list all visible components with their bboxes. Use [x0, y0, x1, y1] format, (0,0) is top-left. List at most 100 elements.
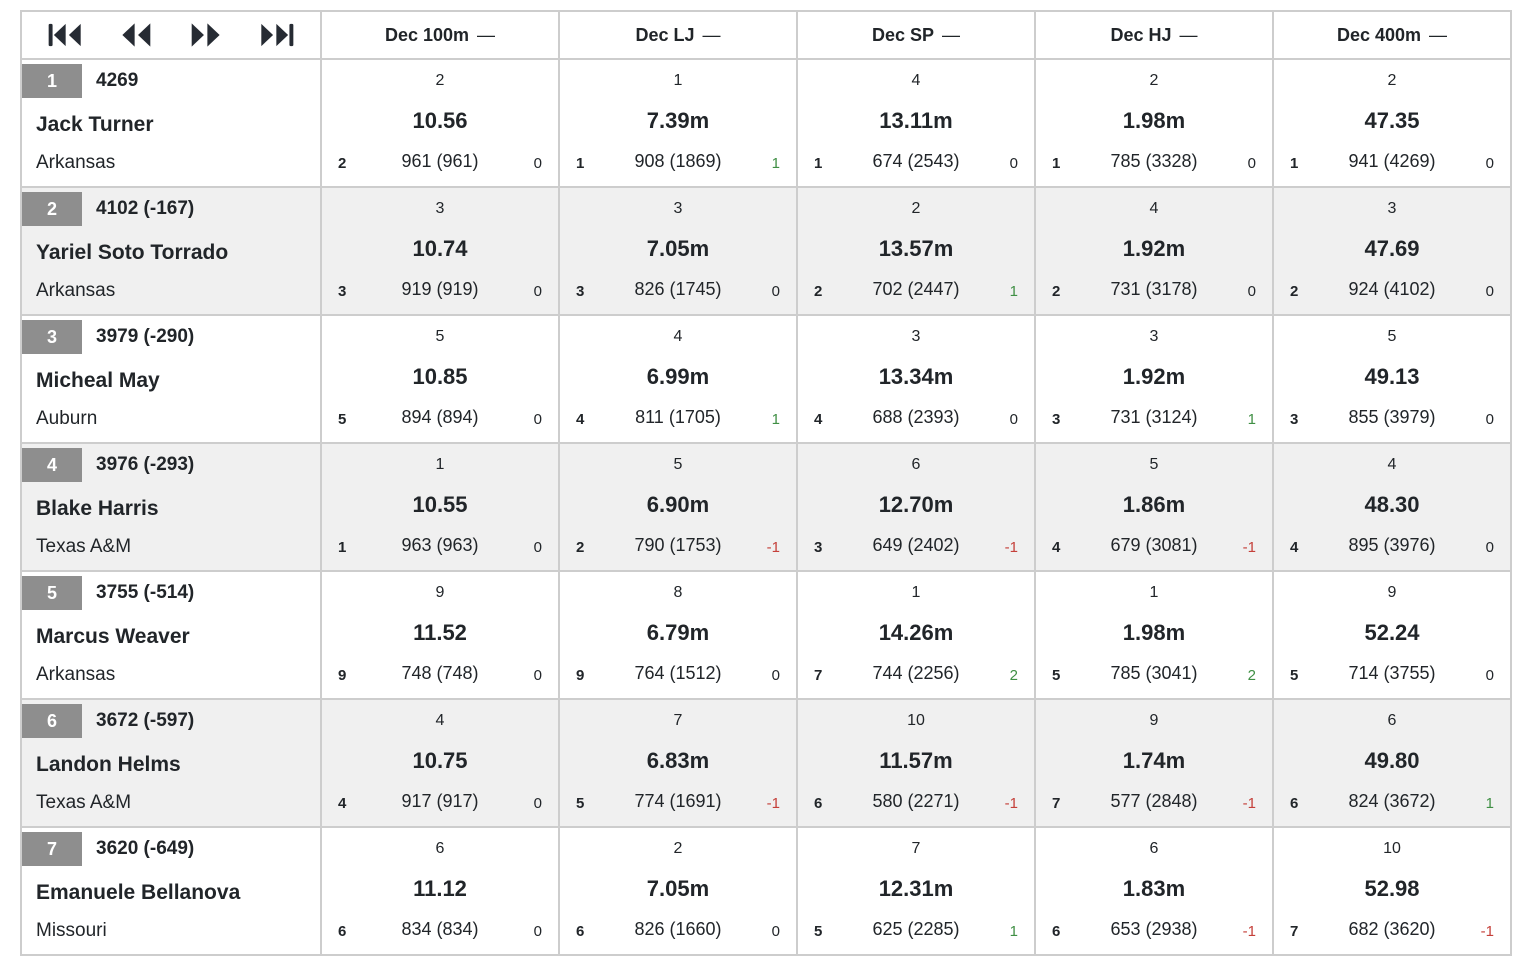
event-place: 7: [673, 712, 683, 729]
event-result-cell: 6 12.70m 3 649 (2402) -1: [796, 442, 1036, 572]
event-place: 3: [911, 328, 921, 345]
athlete-cell: 5 3755 (-514) Marcus Weaver Arkansas: [20, 570, 322, 700]
event-result-cell: 5 10.85 5 894 (894) 0: [320, 314, 560, 444]
event-delta: 0: [1485, 667, 1494, 684]
event-mark: 6.99m: [646, 363, 710, 389]
last-page-button[interactable]: [258, 20, 296, 50]
event-result-cell: 6 1.83m 6 653 (2938) -1: [1034, 826, 1274, 956]
event-mark: 10.85: [412, 363, 468, 389]
event-delta: 1: [771, 155, 780, 172]
event-points-line: 4 679 (3081) -1: [1052, 535, 1256, 556]
event-mark: 10.55: [412, 491, 468, 517]
skip-last-icon: [260, 22, 294, 48]
event-order: 2: [576, 539, 585, 556]
event-place: 4: [911, 72, 921, 89]
event-order: 2: [338, 155, 347, 172]
athlete-cell: 6 3672 (-597) Landon Helms Texas A&M: [20, 698, 322, 828]
skip-first-icon: [48, 22, 82, 48]
event-place: 6: [1149, 840, 1159, 857]
event-result-cell: 3 13.34m 4 688 (2393) 0: [796, 314, 1036, 444]
event-points-line: 6 824 (3672) 1: [1290, 791, 1494, 812]
event-result-cell: 10 52.98 7 682 (3620) -1: [1272, 826, 1512, 956]
total-score: 3976 (-293): [96, 454, 195, 475]
event-result-cell: 5 49.13 3 855 (3979) 0: [1272, 314, 1512, 444]
event-delta: 1: [1485, 795, 1494, 812]
event-points: 924 (4102): [1348, 279, 1436, 299]
event-result-cell: 6 49.80 6 824 (3672) 1: [1272, 698, 1512, 828]
first-page-button[interactable]: [46, 20, 84, 50]
event-order: 7: [814, 667, 823, 684]
column-header-dec-100m[interactable]: Dec 100m —: [320, 10, 560, 60]
athlete-team: Texas A&M: [36, 792, 132, 813]
event-order: 5: [1290, 667, 1299, 684]
event-delta: 1: [1247, 411, 1256, 428]
event-order: 6: [1290, 795, 1299, 812]
athlete-cell: 1 4269 Jack Turner Arkansas: [20, 58, 322, 188]
event-order: 1: [576, 155, 585, 172]
event-result-cell: 9 1.74m 7 577 (2848) -1: [1034, 698, 1274, 828]
event-mark: 11.57m: [879, 747, 953, 773]
event-points: 679 (3081): [1110, 535, 1198, 555]
event-mark: 1.92m: [1122, 235, 1186, 261]
event-delta: 0: [1485, 155, 1494, 172]
rank-score-line: 6 3672 (-597): [22, 704, 320, 738]
column-label: Dec 100m: [384, 24, 470, 45]
event-points: 811 (1705): [635, 407, 721, 427]
event-order: 7: [1052, 795, 1061, 812]
column-header-dec-sp[interactable]: Dec SP —: [796, 10, 1036, 60]
event-points-line: 5 774 (1691) -1: [576, 791, 780, 812]
event-place: 1: [911, 584, 921, 601]
event-result-cell: 1 7.39m 1 908 (1869) 1: [558, 58, 798, 188]
event-points: 674 (2543): [872, 151, 960, 171]
event-result-cell: 1 10.55 1 963 (963) 0: [320, 442, 560, 572]
event-mark: 12.70m: [878, 491, 954, 517]
event-place: 10: [1383, 840, 1401, 857]
event-points: 834 (834): [401, 919, 479, 939]
athlete-cell: 7 3620 (-649) Emanuele Bellanova Missour…: [20, 826, 322, 956]
event-delta: 0: [1485, 411, 1494, 428]
event-points: 908 (1869): [634, 151, 722, 171]
event-points: 919 (919): [401, 279, 479, 299]
rank-badge: 4: [22, 448, 82, 482]
event-order: 4: [338, 795, 347, 812]
athlete-team: Auburn: [36, 408, 98, 429]
event-place: 2: [1149, 72, 1159, 89]
event-result-cell: 3 1.92m 3 731 (3124) 1: [1034, 314, 1274, 444]
event-mark: 10.74: [412, 235, 468, 261]
athlete-cell: 3 3979 (-290) Micheal May Auburn: [20, 314, 322, 444]
event-mark: 47.35: [1364, 107, 1420, 133]
event-delta: 0: [771, 923, 780, 940]
event-points: 653 (2938): [1110, 919, 1198, 939]
event-result-cell: 7 12.31m 5 625 (2285) 1: [796, 826, 1036, 956]
total-score: 3672 (-597): [96, 710, 195, 731]
event-points: 688 (2393): [872, 407, 960, 427]
column-menu-dash: —: [1429, 24, 1448, 45]
event-points: 625 (2285): [872, 919, 960, 939]
event-points-line: 4 688 (2393) 0: [814, 407, 1018, 428]
column-label: Dec HJ: [1110, 24, 1172, 45]
event-mark: 11.52: [413, 619, 467, 645]
event-delta: 0: [533, 155, 542, 172]
event-mark: 52.24: [1364, 619, 1420, 645]
event-mark: 1.92m: [1122, 363, 1186, 389]
event-delta: 0: [1485, 539, 1494, 556]
event-points: 682 (3620): [1348, 919, 1436, 939]
pagination-controls: [22, 20, 320, 50]
event-points-line: 2 702 (2447) 1: [814, 279, 1018, 300]
athlete-row: 4 3976 (-293) Blake Harris Texas A&M 1 1…: [20, 442, 1512, 572]
column-header-dec-400m[interactable]: Dec 400m —: [1272, 10, 1512, 60]
column-header-dec-hj[interactable]: Dec HJ —: [1034, 10, 1274, 60]
event-result-cell: 4 10.75 4 917 (917) 0: [320, 698, 560, 828]
rank-score-line: 3 3979 (-290): [22, 320, 320, 354]
event-order: 5: [338, 411, 347, 428]
athlete-row: 5 3755 (-514) Marcus Weaver Arkansas 9 1…: [20, 570, 1512, 700]
event-points-line: 2 924 (4102) 0: [1290, 279, 1494, 300]
previous-page-button[interactable]: [119, 20, 153, 50]
event-mark: 13.34m: [878, 363, 954, 389]
athlete-team: Texas A&M: [36, 536, 132, 557]
event-points: 855 (3979): [1348, 407, 1436, 427]
next-page-button[interactable]: [189, 20, 223, 50]
column-header-dec-lj[interactable]: Dec LJ —: [558, 10, 798, 60]
column-label: Dec SP: [871, 24, 935, 45]
rank-score-line: 1 4269: [22, 64, 320, 98]
